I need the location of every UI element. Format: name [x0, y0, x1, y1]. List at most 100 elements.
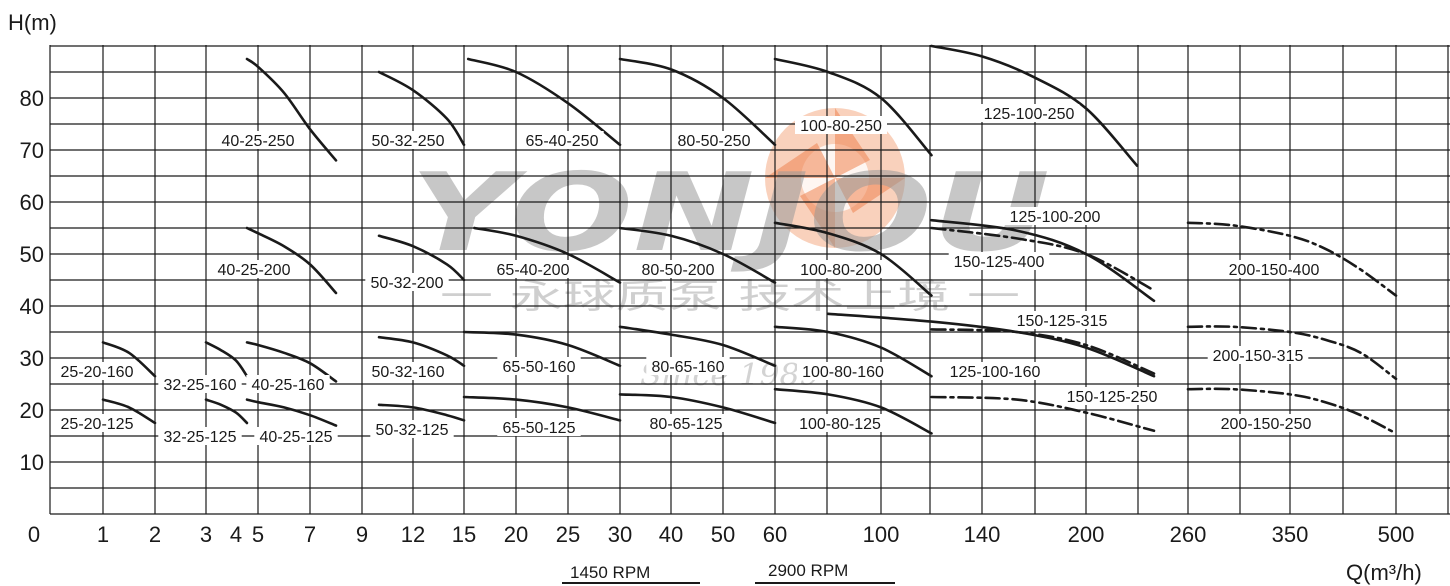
curve-label: 100-80-125 [799, 416, 881, 433]
curve-label: 150-125-250 [1067, 389, 1158, 406]
curve-label-background [646, 357, 730, 375]
curve-100-80-160 [773, 325, 933, 378]
curve-label-background [497, 418, 581, 436]
curve-25-20-160 [101, 341, 157, 378]
curve-label-background [216, 131, 300, 149]
curve-40-25-125 [245, 398, 338, 427]
curve-label: 100-80-200 [800, 262, 882, 279]
x-tick-label: 20 [504, 522, 528, 547]
curve-80-65-160 [618, 325, 777, 368]
curve-50-32-200 [377, 234, 466, 282]
x-tick-label: 5 [252, 522, 264, 547]
curve-label-background [370, 420, 454, 438]
x-tick-label: 350 [1272, 522, 1309, 547]
y-tick-label: 60 [20, 190, 44, 215]
curve-label-background [55, 362, 139, 380]
curve-200-150-315 [1186, 325, 1398, 381]
curve-label: 65-50-160 [503, 359, 576, 376]
x-tick-label: 7 [304, 522, 316, 547]
curve-label: 200-150-315 [1213, 348, 1304, 365]
curve-25-20-125 [101, 398, 157, 425]
curve-80-50-250 [618, 57, 777, 147]
x-tick-label: 200 [1068, 522, 1105, 547]
curve-label-background [497, 357, 581, 375]
x-tick-label: 9 [356, 522, 368, 547]
curve-100-80-250 [773, 57, 933, 157]
curve-65-50-160 [462, 330, 622, 368]
curve-150-125-400 [930, 226, 1156, 292]
watermark: YONJOU 一 永球质泵 技术上境 一 Since 1989 [410, 108, 1050, 393]
curve-50-32-125 [377, 403, 466, 422]
x-tick-label: 100 [863, 522, 900, 547]
curve-label: 40-25-200 [218, 262, 291, 279]
x-tick-label: 12 [401, 522, 425, 547]
x-tick-label: 3 [200, 522, 212, 547]
curve-label-background [1061, 387, 1163, 405]
curve-label: 200-150-250 [1221, 416, 1312, 433]
curve-label: 80-50-250 [678, 133, 751, 150]
curve-label: 50-32-160 [372, 364, 445, 381]
curve-label: 50-32-200 [371, 275, 444, 292]
curve-label-background [1207, 346, 1309, 364]
curve-label-background [944, 362, 1046, 380]
x-tick-label: 260 [1170, 522, 1207, 547]
curve-80-50-200 [618, 226, 777, 284]
y-tick-label: 80 [20, 86, 44, 111]
curve-65-50-125 [462, 395, 622, 422]
curve-32-25-125 [204, 398, 249, 425]
curve-label: 65-40-200 [497, 262, 570, 279]
curve-label: 32-25-125 [164, 429, 237, 446]
curve-label: 125-100-200 [1010, 209, 1101, 226]
curve-label: 25-20-125 [61, 416, 134, 433]
curve-50-32-250 [377, 70, 466, 147]
curve-label-background [797, 362, 889, 380]
curve-label: 50-32-125 [376, 422, 449, 439]
curve-label: 125-100-160 [950, 364, 1041, 381]
rpm-2900-text: 2900 RPM [768, 561, 848, 580]
x-tick-label: 140 [964, 522, 1001, 547]
x-tick-label: 40 [659, 522, 683, 547]
curve-200-150-400 [1186, 221, 1398, 297]
curve-label-background [254, 427, 338, 445]
grid [49, 45, 1450, 515]
curve-label: 150-125-400 [954, 254, 1045, 271]
y-tick-label: 30 [20, 346, 44, 371]
curve-label: 100-80-160 [802, 364, 884, 381]
curve-label-background [948, 252, 1050, 270]
curve-label: 80-65-125 [650, 416, 723, 433]
x-tick-label: 4 [230, 522, 242, 547]
watermark-slogan: 一 永球质泵 技术上境 一 [440, 277, 1020, 317]
curve-label-background [1011, 311, 1113, 329]
curve-label-background [366, 131, 450, 149]
curve-150-125-250 [930, 395, 1156, 433]
curve-label-background [978, 104, 1080, 122]
curve-200-150-250 [1186, 387, 1398, 435]
curve-label-background [1004, 207, 1106, 225]
curve-label: 150-125-315 [1017, 313, 1108, 330]
curve-label-background [158, 375, 242, 393]
x-tick-label: 0 [28, 522, 40, 547]
curve-100-80-125 [773, 387, 933, 435]
rpm-1450-text: 1450 RPM [570, 563, 650, 582]
x-axis-title: Q(m³/h) [1346, 560, 1422, 585]
curve-label: 65-40-250 [526, 133, 599, 150]
y-tick-label: 40 [20, 294, 44, 319]
y-tick-label: 70 [20, 138, 44, 163]
y-tick-label: 20 [20, 398, 44, 423]
y-tick-label: 10 [20, 450, 44, 475]
x-tick-label: 25 [556, 522, 580, 547]
curve-40-25-160 [245, 341, 338, 383]
y-axis-ticks: 10 20 30 40 50 60 70 80 [20, 86, 44, 475]
curve-125-100-200 [930, 218, 1156, 303]
curve-label-background [158, 427, 242, 445]
curve-label-background [246, 375, 330, 393]
curve-label: 25-20-160 [61, 364, 134, 381]
curve-label: 80-65-160 [652, 359, 725, 376]
curve-label: 200-150-400 [1229, 262, 1320, 279]
curve-label-background [365, 273, 449, 291]
curve-label-background [491, 260, 575, 278]
curve-65-40-250 [466, 57, 622, 147]
brand-logo-icon [765, 108, 905, 248]
curve-labels: 40-25-250 50-32-250 65-40-250 80-50-250 100-… [55, 104, 1325, 446]
curve-65-40-200 [473, 226, 622, 284]
